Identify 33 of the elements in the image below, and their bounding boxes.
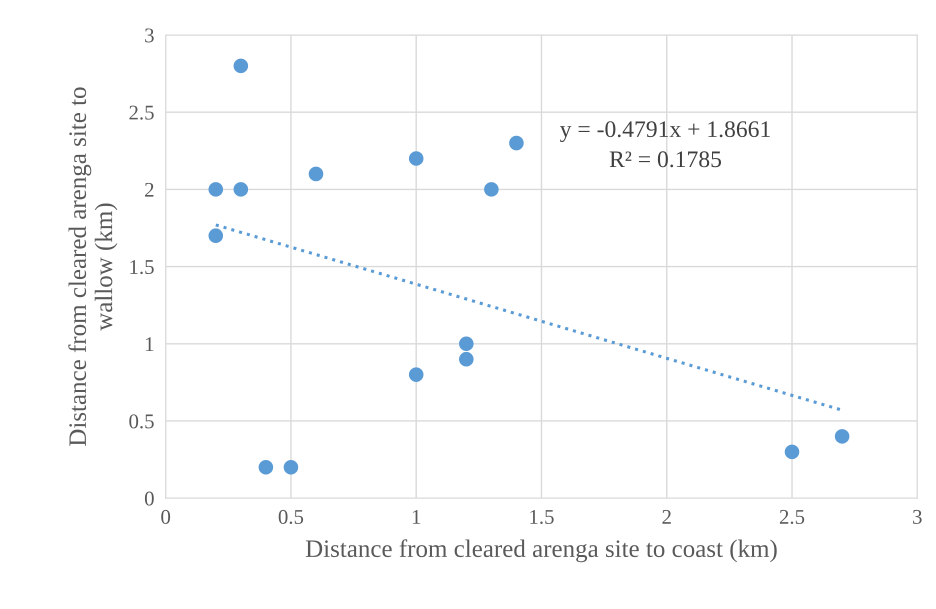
point bbox=[509, 136, 524, 150]
y-tick-label: 1 bbox=[146, 337, 154, 352]
point bbox=[258, 460, 274, 475]
point bbox=[834, 429, 850, 444]
y-tick-label: 0.5 bbox=[129, 414, 154, 428]
point bbox=[784, 444, 800, 460]
x-tick-label: 2.5 bbox=[780, 510, 804, 524]
point bbox=[234, 58, 248, 74]
x-axis-title: Distance from cleared arenga site to coast (km) bbox=[306, 539, 777, 562]
x-tick-label: 3 bbox=[913, 510, 922, 524]
annotation: R² = 0.1785 bbox=[610, 151, 722, 168]
point bbox=[308, 166, 324, 182]
y-tick-label: 3 bbox=[145, 28, 154, 42]
point bbox=[208, 228, 224, 243]
point bbox=[408, 367, 424, 382]
point bbox=[234, 182, 248, 197]
y-tick-label: 0 bbox=[144, 492, 154, 506]
point bbox=[408, 151, 424, 166]
point bbox=[484, 182, 499, 197]
point bbox=[208, 182, 224, 197]
x-tick-label: 2 bbox=[662, 510, 671, 524]
x-tick-label: 0.5 bbox=[278, 510, 304, 524]
x-tick-label: 1 bbox=[412, 510, 420, 524]
point bbox=[459, 352, 474, 366]
y-axis-title: Distance from cleared arenga site to wallow (km) bbox=[68, 87, 118, 446]
point bbox=[459, 336, 474, 352]
y-tick-label: 2 bbox=[145, 182, 154, 197]
y-tick-label: 2.5 bbox=[129, 106, 154, 120]
annotation: y = -0.4791x + 1.8661 bbox=[560, 121, 770, 142]
x-tick-label: 0 bbox=[161, 510, 170, 524]
x-tick-label: 1.5 bbox=[530, 510, 554, 524]
y-tick-label: 1.5 bbox=[130, 260, 154, 274]
point bbox=[284, 460, 298, 475]
